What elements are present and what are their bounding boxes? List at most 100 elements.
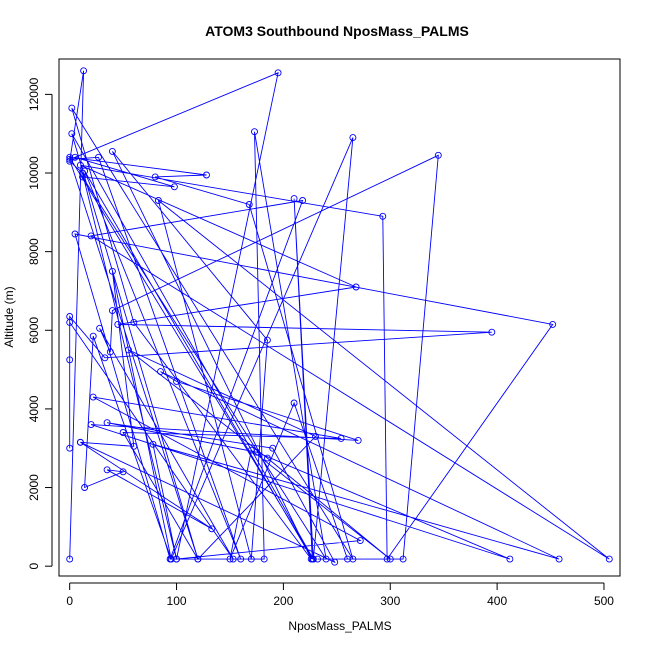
data-point — [66, 356, 74, 364]
data-point — [194, 555, 202, 563]
data-point — [108, 147, 116, 155]
x-tick-label: 400 — [487, 594, 507, 608]
data-point — [605, 555, 613, 563]
data-point — [108, 307, 116, 315]
data-point — [157, 368, 164, 376]
data-point — [66, 155, 74, 163]
data-point — [173, 377, 180, 385]
y-axis: 0 2000 4000 6000 8000 10000 12000 — [27, 77, 53, 570]
data-point — [269, 444, 277, 452]
data-point — [66, 157, 74, 165]
data-point — [314, 555, 322, 563]
data-point — [251, 128, 258, 136]
data-point — [337, 434, 345, 442]
data-point — [119, 468, 127, 476]
data-point — [312, 432, 319, 440]
data-point — [101, 354, 109, 362]
data-point — [79, 169, 86, 177]
data-point — [81, 167, 89, 175]
data-point — [237, 555, 245, 563]
x-tick-label: 0 — [66, 594, 73, 608]
data-point — [356, 537, 364, 545]
data-point — [263, 336, 271, 344]
data-point — [68, 104, 76, 112]
data-point — [71, 230, 79, 238]
chart-title: ATOM3 Southbound NposMass_PALMS — [205, 23, 469, 39]
y-tick-label: 10000 — [27, 156, 41, 190]
data-point — [170, 183, 178, 191]
y-tick-label: 12000 — [27, 77, 41, 111]
data-point — [87, 232, 95, 240]
y-tick-label: 0 — [27, 563, 41, 570]
y-axis-label: Altitude (m) — [2, 286, 16, 347]
data-point — [549, 320, 557, 328]
x-axis-label: NposMass_PALMS — [288, 619, 391, 633]
data-point — [322, 555, 330, 563]
data-point — [149, 440, 157, 448]
data-point — [379, 212, 387, 220]
data-point — [349, 555, 357, 563]
data-point — [66, 555, 74, 563]
data-point — [274, 69, 282, 77]
data-point — [89, 393, 97, 401]
data-point — [309, 555, 317, 563]
data-point — [383, 555, 391, 563]
data-point — [167, 555, 175, 563]
data-point — [263, 454, 271, 462]
y-tick-label: 2000 — [27, 474, 41, 501]
data-point — [203, 171, 210, 179]
data-point — [299, 197, 307, 204]
data-point — [68, 130, 76, 138]
data-point — [488, 328, 496, 336]
data-point — [354, 436, 362, 444]
data-point — [290, 195, 298, 203]
data-point — [555, 555, 563, 563]
data-point — [79, 173, 86, 181]
data-point — [173, 555, 180, 563]
data-point — [89, 332, 97, 340]
data-point — [290, 399, 298, 407]
data-point — [80, 67, 88, 75]
data-point — [66, 318, 74, 326]
data-point — [399, 555, 407, 563]
data-point — [154, 197, 162, 204]
data-point — [434, 151, 442, 159]
data-point — [247, 555, 255, 563]
data-point — [114, 320, 122, 328]
data-point — [119, 429, 127, 436]
data-point — [226, 555, 234, 563]
data-point — [151, 173, 159, 181]
data-point — [108, 267, 116, 275]
data-point — [386, 555, 394, 563]
x-tick-label: 100 — [167, 594, 187, 608]
data-point — [103, 419, 111, 427]
data-point — [76, 438, 84, 446]
data-point — [87, 421, 95, 429]
data-point — [229, 555, 237, 563]
data-point — [253, 448, 261, 456]
data-point — [96, 324, 104, 332]
data-point — [103, 466, 111, 474]
data-point — [506, 555, 514, 563]
data-point — [76, 161, 84, 169]
x-axis: 0 100 200 300 400 500 — [66, 582, 614, 608]
data-point — [66, 153, 74, 161]
data-point — [245, 201, 253, 208]
data-point — [130, 318, 138, 326]
data-point — [130, 442, 138, 450]
data-point — [125, 346, 132, 354]
series-line — [68, 70, 610, 564]
plot-area — [66, 67, 613, 566]
data-point — [344, 555, 351, 563]
plot-frame — [58, 58, 621, 577]
data-point — [95, 153, 102, 161]
data-point — [106, 348, 114, 356]
y-tick-label: 8000 — [27, 238, 41, 265]
data-point — [208, 525, 216, 533]
data-point — [260, 555, 268, 563]
x-tick-label: 200 — [273, 594, 293, 608]
x-tick-label: 500 — [594, 594, 614, 608]
x-tick-label: 300 — [380, 594, 400, 608]
data-point — [66, 444, 74, 452]
